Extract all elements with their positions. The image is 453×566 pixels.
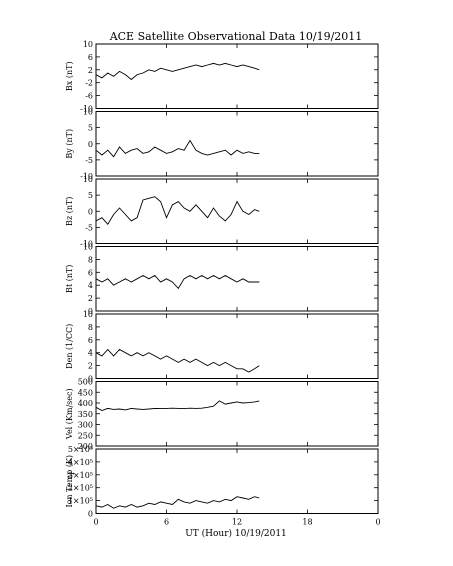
panel-frame [95,246,379,312]
y-tick-label: 4 [88,281,93,290]
y-tick-label: 0 [88,510,93,519]
series-line [95,274,260,290]
y-tick-label: -5 [85,223,93,232]
x-tick-label: 6 [164,518,169,527]
panel-1: 10 6 2 -2 -6 -10 Bx (nT) [65,40,379,114]
panel-2: 10 5 0 -5 -10 By (nT) [65,108,379,181]
y-tick-label: 10 [83,40,93,49]
y-axis-label: Bz (nT) [65,197,74,226]
y-tick-label: 5 [88,191,93,200]
y-tick-label: 300 [78,421,93,430]
y-tick-label: 10 [83,310,93,319]
y-tick-label: 10 [83,108,93,117]
y-tick-label: 2 [88,294,93,303]
y-tick-label: 2 [88,362,93,371]
series-line [95,196,260,225]
panel-5: 10 8 6 4 2 0 Den (1/CC) [65,310,379,384]
y-tick-label: 350 [78,410,93,419]
y-tick-label: 400 [78,399,93,408]
x-tick-label: 0 [375,518,380,527]
y-axis-label: By (nT) [65,129,74,159]
y-axis-label: Bx (nT) [65,61,74,91]
y-tick-label: -2 [85,79,93,88]
series-line [95,62,260,81]
panels: 10 6 2 -2 -6 -10 Bx (nT) 10 5 0 -5 -10 By (nT) 10 5 0 -5… [65,40,379,519]
chart-title: ACE Satellite Observational Data 10/19/2… [109,30,363,43]
panel-7: 5×10⁵ 4×10⁵ 3×10⁵ 2×10⁵ 1×10⁵ 0 Ion Temp (K) [65,445,379,519]
y-tick-label: 2×10⁵ [68,484,93,493]
y-tick-label: 8 [88,255,93,264]
panel-frame [95,111,379,177]
y-tick-label: 10 [83,243,93,252]
y-tick-label: 4 [88,349,93,358]
y-tick-label: -5 [85,156,93,165]
panel-3: 10 5 0 -5 -10 Bz (nT) [65,175,379,249]
y-tick-label: 4×10⁵ [68,458,93,467]
panel-frame [95,448,379,514]
y-tick-label: -10 [80,240,93,249]
y-axis-label: Vel (Km/sec) [65,388,74,440]
series-line [95,496,260,509]
y-tick-label: 10 [83,175,93,184]
y-tick-label: -10 [80,172,93,181]
y-axis-label: Bt (nT) [65,265,74,293]
y-tick-label: 1×10⁵ [68,497,93,506]
x-tick-label: 18 [302,518,312,527]
x-tick-labels: 0 6 12 18 0 [93,518,380,527]
y-tick-label: 5 [88,124,93,133]
y-tick-label: 0 [88,375,93,384]
y-axis-label: Den (1/CC) [65,324,74,369]
series-line [95,348,260,373]
panel-4: 10 8 6 4 2 0 Bt (nT) [65,243,379,316]
y-tick-label: 6 [88,336,93,345]
series-line [95,400,260,411]
x-axis-label: UT (Hour) 10/19/2011 [185,528,287,539]
y-tick-label: 0 [88,140,93,149]
y-tick-label: 3×10⁵ [68,471,93,480]
panel-frame [95,178,379,244]
y-tick-label: 500 [78,378,93,387]
y-tick-label: -10 [80,105,93,114]
y-axis-label: Ion Temp (K) [65,455,74,508]
series-line [95,139,260,158]
x-tick-label: 0 [93,518,98,527]
y-tick-label: 5×10⁵ [68,445,93,454]
y-tick-label: -6 [85,92,93,101]
y-tick-label: 0 [88,307,93,316]
y-tick-label: 250 [78,431,93,440]
y-tick-label: 0 [88,207,93,216]
y-tick-label: 6 [88,268,93,277]
y-tick-label: 2 [88,66,93,75]
panel-frame [95,381,379,447]
y-tick-label: 8 [88,323,93,332]
x-tick-label: 12 [232,518,242,527]
y-tick-label: 6 [88,53,93,62]
panel-frame [95,43,379,109]
y-tick-label: 200 [78,442,93,451]
y-tick-label: 450 [78,388,93,397]
